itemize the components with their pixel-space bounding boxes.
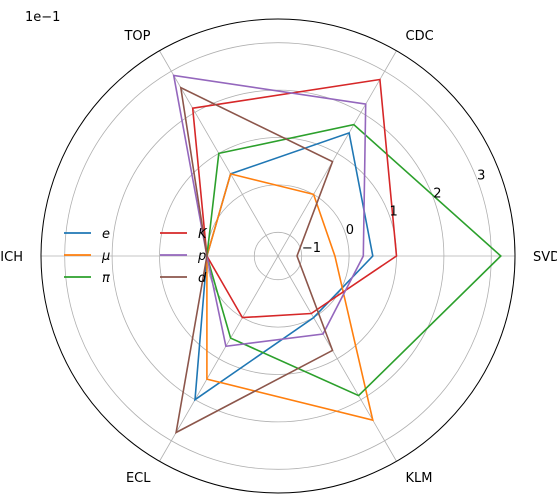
legend-label-4: p — [197, 249, 206, 264]
grid — [41, 42, 515, 470]
series-line-1 — [206, 172, 374, 422]
grid-spoke — [277, 50, 397, 257]
r-tick-label: 0 — [346, 223, 354, 238]
axis-label-klm: KLM — [406, 471, 433, 486]
grid-spoke — [277, 255, 397, 462]
legend-label-3: K — [198, 227, 208, 242]
r-tick-label: 1 — [390, 205, 398, 220]
axis-label-ecl: ECL — [126, 471, 151, 486]
grid-spoke — [159, 255, 279, 462]
legend: eμπ Kpd — [64, 227, 208, 286]
r-tick-label: 2 — [433, 187, 441, 202]
legend-label-5: d — [198, 271, 207, 286]
radial-tick-labels: −1 0 1 2 3 — [302, 168, 485, 256]
series-line-5 — [175, 86, 334, 434]
r-tick-label: −1 — [302, 241, 321, 256]
axis-label-svd: SVD — [533, 250, 557, 265]
axis-label-cdc: CDC — [406, 29, 434, 44]
axis-labels: SVD CDC TOP ARICH ECL KLM — [0, 29, 557, 486]
scale-label: 1e−1 — [25, 10, 60, 25]
r-tick-label: 3 — [477, 168, 485, 183]
legend-label-2: π — [102, 271, 110, 286]
legend-label-1: μ — [101, 249, 110, 264]
series-lines — [172, 74, 502, 434]
axis-label-arich: ARICH — [0, 250, 23, 265]
legend-label-0: e — [102, 227, 110, 242]
outer-frame — [40, 18, 516, 494]
axis-label-top: TOP — [123, 29, 150, 44]
